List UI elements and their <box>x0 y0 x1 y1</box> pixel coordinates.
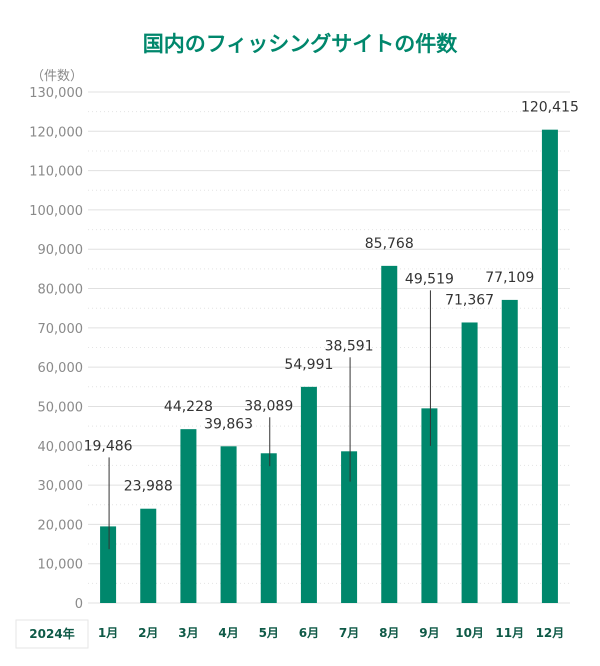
bar-2月 <box>140 508 157 603</box>
value-label: 44,228 <box>164 399 213 415</box>
value-label: 23,988 <box>124 479 173 495</box>
x-tick-label: 9月 <box>419 626 439 640</box>
y-tick-label: 10,000 <box>38 558 84 573</box>
x-tick-label: 3月 <box>178 626 198 640</box>
value-label: 38,089 <box>244 398 293 414</box>
x-tick-label: 5月 <box>259 626 279 640</box>
y-tick-label: 100,000 <box>29 204 83 219</box>
y-tick-label: 60,000 <box>38 361 84 376</box>
x-tick-label: 1月 <box>98 626 118 640</box>
bar-5月 <box>260 453 277 603</box>
bar-1月 <box>100 526 117 603</box>
y-tick-label: 40,000 <box>38 440 84 455</box>
value-label: 38,591 <box>325 338 374 354</box>
x-tick-label: 12月 <box>536 626 565 640</box>
x-tick-label: 2月 <box>138 626 158 640</box>
value-label: 71,367 <box>445 292 494 308</box>
bar-3月 <box>180 429 197 603</box>
bar-4月 <box>220 446 237 603</box>
value-label: 49,519 <box>405 271 454 287</box>
y-tick-label: 30,000 <box>38 479 84 494</box>
y-tick-label: 120,000 <box>29 125 83 140</box>
bar-8月 <box>381 265 398 603</box>
x-tick-label: 7月 <box>339 626 359 640</box>
x-tick-label: 11月 <box>495 626 524 640</box>
bar-7月 <box>341 451 358 603</box>
value-label: 85,768 <box>365 236 414 252</box>
bar-12月 <box>541 129 558 603</box>
year-box <box>15 619 89 649</box>
y-tick-label: 130,000 <box>29 86 83 101</box>
x-tick-label: 4月 <box>218 626 238 640</box>
bar-11月 <box>501 299 518 603</box>
y-tick-label: 110,000 <box>29 165 83 180</box>
value-label: 39,863 <box>204 416 253 432</box>
value-label: 77,109 <box>485 270 534 286</box>
value-label: 120,415 <box>521 100 579 116</box>
year-label: 2024年 <box>29 626 74 641</box>
y-tick-label: 0 <box>75 597 83 612</box>
y-tick-label: 90,000 <box>38 243 84 258</box>
x-tick-label: 10月 <box>455 626 484 640</box>
bar-6月 <box>300 386 317 603</box>
y-tick-label: 80,000 <box>38 283 84 298</box>
value-label: 19,486 <box>84 438 133 454</box>
y-tick-label: 50,000 <box>38 400 84 415</box>
y-tick-label: 70,000 <box>38 322 84 337</box>
x-tick-label: 6月 <box>299 626 319 640</box>
value-label: 54,991 <box>284 357 333 373</box>
x-tick-label: 8月 <box>379 626 399 640</box>
y-axis-unit: （件数） <box>31 69 83 84</box>
chart-title: 国内のフィッシングサイトの件数 <box>142 32 458 56</box>
y-tick-label: 20,000 <box>38 518 84 533</box>
bar-9月 <box>421 408 438 603</box>
bar-10月 <box>461 322 478 603</box>
